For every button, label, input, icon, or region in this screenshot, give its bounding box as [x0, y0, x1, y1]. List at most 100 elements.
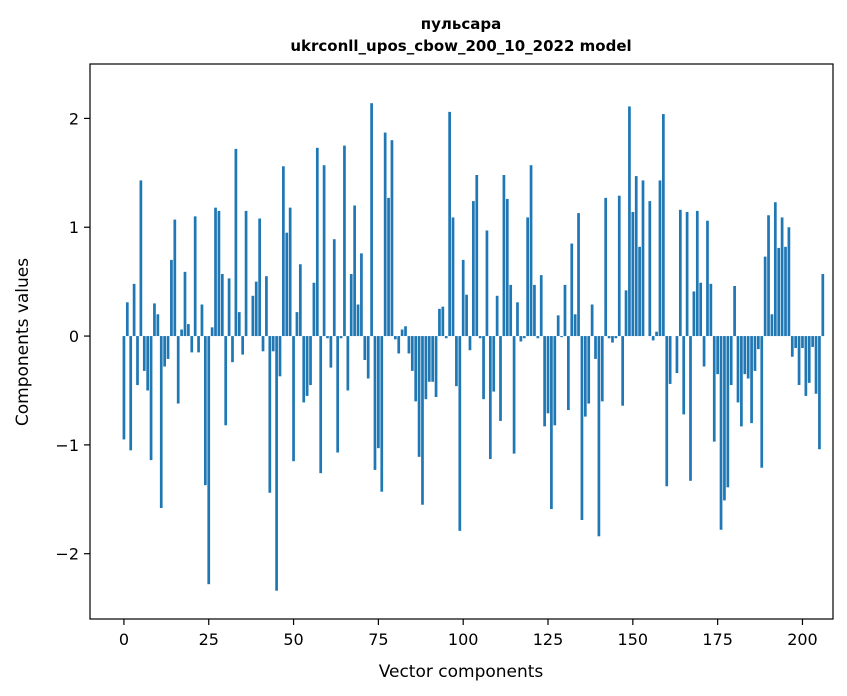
bar-46 — [278, 336, 282, 377]
bar-96 — [448, 111, 451, 337]
bar-68 — [353, 205, 356, 337]
bar-199 — [797, 336, 801, 386]
bar-126 — [550, 336, 553, 510]
bar-171 — [702, 336, 706, 367]
bar-142 — [604, 197, 608, 337]
bar-5 — [139, 180, 143, 337]
bar-115 — [512, 336, 516, 454]
bar-113 — [505, 198, 509, 337]
y-tick-label: −2 — [55, 545, 79, 564]
bar-94 — [441, 306, 445, 337]
bar-143 — [607, 336, 611, 339]
bar-109 — [492, 336, 496, 392]
bar-159 — [662, 114, 665, 337]
bar-54 — [305, 336, 309, 396]
bar-2 — [129, 336, 133, 451]
bar-204 — [814, 336, 818, 394]
bar-79 — [390, 140, 394, 337]
bar-191 — [770, 314, 774, 337]
bar-6 — [142, 336, 146, 371]
bar-136 — [583, 336, 587, 417]
bar-128 — [556, 315, 560, 337]
bar-10 — [156, 314, 160, 337]
bar-107 — [485, 230, 489, 337]
bar-44 — [271, 336, 275, 352]
bar-102 — [468, 336, 472, 351]
bar-60 — [326, 336, 329, 339]
bar-124 — [543, 336, 546, 427]
bar-190 — [767, 215, 770, 337]
bar-105 — [478, 336, 482, 339]
bar-24 — [203, 336, 207, 486]
bar-64 — [339, 336, 343, 339]
bar-153 — [641, 180, 645, 337]
bar-52 — [298, 264, 302, 337]
bar-98 — [455, 336, 458, 387]
bar-38 — [251, 295, 255, 337]
bar-36 — [244, 210, 248, 337]
bar-33 — [234, 148, 238, 337]
bar-144 — [611, 336, 614, 343]
bar-1 — [125, 302, 129, 337]
bar-157 — [655, 331, 658, 337]
bar-110 — [495, 295, 499, 337]
bar-16 — [176, 336, 180, 404]
bar-76 — [380, 336, 384, 492]
bar-12 — [163, 336, 166, 367]
bar-99 — [458, 336, 462, 531]
bar-63 — [336, 336, 340, 453]
bar-121 — [533, 284, 536, 337]
bar-49 — [288, 207, 292, 337]
y-tick-label: −1 — [55, 436, 79, 455]
x-axis-label: Vector components — [379, 662, 544, 682]
bar-189 — [763, 256, 767, 337]
bar-184 — [746, 336, 750, 379]
bar-147 — [621, 336, 625, 406]
bar-series — [122, 103, 825, 591]
bar-108 — [488, 336, 492, 460]
bar-91 — [431, 336, 435, 382]
bar-180 — [733, 286, 736, 337]
bar-206 — [821, 274, 825, 337]
bar-172 — [706, 220, 709, 337]
bar-90 — [427, 336, 431, 382]
x-axis-ticks: 0 25 50 75 100 125 150 175 200 — [119, 619, 818, 649]
bar-81 — [397, 336, 401, 354]
y-axis-label: Components values — [13, 258, 33, 426]
bar-97 — [451, 217, 455, 337]
bar-149 — [628, 106, 631, 337]
bar-0 — [122, 336, 126, 440]
bar-65 — [343, 145, 346, 337]
bar-35 — [241, 336, 245, 355]
bar-165 — [682, 336, 686, 415]
bar-14 — [170, 259, 173, 337]
bar-88 — [421, 336, 424, 505]
bar-100 — [461, 259, 465, 337]
x-tick-label: 50 — [283, 630, 303, 649]
bar-82 — [400, 329, 404, 337]
bar-169 — [695, 210, 699, 337]
bar-93 — [438, 308, 441, 337]
x-tick-label: 75 — [368, 630, 388, 649]
bar-4 — [136, 336, 139, 386]
chart-title-line1: пульсара — [421, 15, 502, 33]
bar-140 — [597, 336, 601, 537]
bar-69 — [356, 304, 360, 337]
bar-205 — [818, 336, 821, 450]
bar-84 — [407, 336, 411, 354]
bar-176 — [719, 336, 723, 530]
x-tick-label: 25 — [199, 630, 219, 649]
bar-194 — [780, 217, 784, 337]
bar-170 — [699, 282, 703, 337]
bar-22 — [197, 336, 200, 353]
bar-51 — [295, 312, 299, 337]
bar-71 — [363, 336, 367, 360]
bar-50 — [292, 336, 295, 462]
bar-163 — [675, 336, 679, 374]
x-tick-label: 150 — [618, 630, 649, 649]
bar-77 — [383, 132, 387, 337]
bar-83 — [404, 326, 407, 337]
bar-138 — [590, 304, 594, 337]
bar-21 — [193, 216, 197, 337]
bar-118 — [522, 336, 526, 339]
